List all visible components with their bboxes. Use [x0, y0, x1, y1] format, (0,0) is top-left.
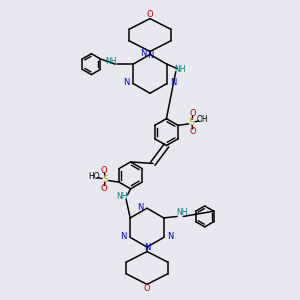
Text: S: S [103, 175, 108, 184]
Text: NH: NH [176, 208, 188, 217]
Text: N: N [147, 51, 153, 60]
Text: NH: NH [116, 192, 128, 201]
Text: N: N [120, 232, 127, 241]
Text: N: N [137, 202, 144, 211]
Text: O: O [101, 166, 107, 175]
Text: O: O [144, 284, 150, 293]
Text: O: O [190, 127, 196, 136]
Text: N: N [167, 232, 174, 241]
Text: NH: NH [106, 57, 117, 66]
Text: N: N [144, 243, 150, 252]
Text: N: N [170, 78, 177, 87]
Text: NH: NH [174, 65, 185, 74]
Text: S: S [189, 118, 194, 127]
Text: O: O [147, 10, 153, 19]
Text: OH: OH [197, 115, 209, 124]
Text: N: N [140, 49, 147, 58]
Text: O: O [101, 184, 107, 193]
Text: HO: HO [88, 172, 100, 181]
Text: O: O [190, 109, 196, 118]
Text: N: N [123, 78, 130, 87]
